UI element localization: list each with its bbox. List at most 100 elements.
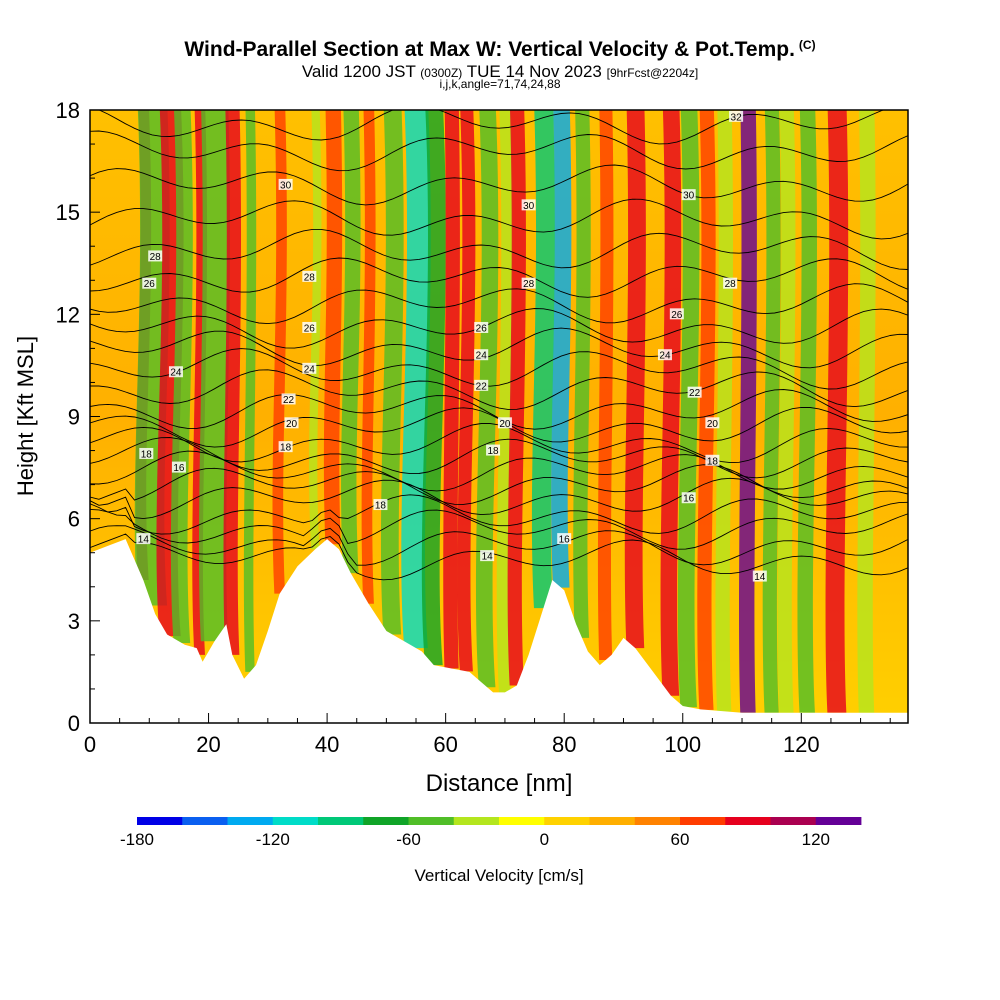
contour-label-bg <box>705 454 720 466</box>
colorbar-swatch <box>272 817 319 825</box>
contour-label: 14 <box>136 533 151 546</box>
contour-label: 26 <box>142 277 157 290</box>
y-tick-label: 3 <box>68 609 80 634</box>
section-info: i,j,k,angle=71,74,24,88 <box>439 77 561 91</box>
contour-label-bg <box>723 277 738 289</box>
contour-label-text: 28 <box>150 252 162 263</box>
contour-label-bg <box>521 199 536 211</box>
contour-label: 18 <box>373 499 388 512</box>
contour-label-text: 22 <box>283 395 295 406</box>
contour-label-bg <box>474 379 489 391</box>
contour-label-bg <box>281 393 296 405</box>
colorbar-swatch <box>634 817 681 825</box>
contour-label-bg <box>480 550 495 562</box>
colorbar-swatch <box>227 817 274 825</box>
x-tick-label: 40 <box>315 732 339 757</box>
velocity-streak <box>198 110 230 642</box>
contour-label: 16 <box>557 533 572 546</box>
contour-label-bg <box>752 570 767 582</box>
contour-label-text: 26 <box>476 323 488 334</box>
colorbar-label: Vertical Velocity [cm/s] <box>414 866 583 885</box>
contour-label: 14 <box>752 570 767 583</box>
contour-label-text: 28 <box>304 272 316 283</box>
velocity-streak <box>762 110 781 713</box>
velocity-streak <box>272 110 287 594</box>
contour-label: 30 <box>681 189 696 202</box>
colorbar-tick-label: -120 <box>256 830 290 849</box>
contour-label-bg <box>474 321 489 333</box>
contour-label-bg <box>705 417 720 429</box>
contour-label: 18 <box>139 447 154 460</box>
contour-label: 16 <box>171 461 186 474</box>
colorbar-tick-label: -60 <box>396 830 421 849</box>
x-tick-label: 80 <box>552 732 576 757</box>
contour-label-bg <box>497 417 512 429</box>
contour-label-text: 22 <box>476 381 488 392</box>
colorbar-tick-label: 120 <box>802 830 830 849</box>
contour-label: 18 <box>705 454 720 467</box>
contour-label-bg <box>278 178 293 190</box>
contour-label-bg <box>486 444 501 456</box>
chart-title: Wind-Parallel Section at Max W: Vertical… <box>0 38 1000 62</box>
valid-prefix: Valid 1200 JST <box>301 62 416 81</box>
velocity-streak <box>531 110 555 609</box>
contour-label-bg <box>171 461 186 473</box>
theta-contour <box>90 257 908 298</box>
contour-label: 28 <box>148 250 163 263</box>
velocity-streak <box>507 110 526 686</box>
contour-label-text: 18 <box>707 456 719 467</box>
y-tick-label: 12 <box>56 302 80 327</box>
contour-label-text: 14 <box>482 552 494 563</box>
colorbar-swatch <box>680 817 726 825</box>
velocity-streak <box>551 110 572 588</box>
contour-label: 24 <box>474 349 489 362</box>
contour-label: 26 <box>669 308 684 321</box>
colorbar-tick-label: 60 <box>671 830 690 849</box>
velocity-streak <box>443 110 460 669</box>
theta-contour <box>90 533 908 581</box>
theta-contour <box>90 437 908 479</box>
x-tick-label: 20 <box>196 732 220 757</box>
theta-contour <box>90 130 908 172</box>
contour-label: 30 <box>521 199 536 212</box>
colorbar-swatch <box>815 817 862 825</box>
contour-label-text: 30 <box>683 191 695 202</box>
contour-label-bg <box>521 277 536 289</box>
x-axis-label: Distance [nm] <box>426 770 573 797</box>
velocity-streak <box>361 110 376 604</box>
y-tick-label: 9 <box>68 405 80 430</box>
theta-contour <box>90 327 908 369</box>
contour-label: 20 <box>284 417 299 430</box>
y-tick-label: 6 <box>68 507 80 532</box>
contour-label: 16 <box>681 492 696 505</box>
contour-label-bg <box>148 250 163 262</box>
colorbar-swatch <box>725 817 771 825</box>
velocity-streak <box>857 110 876 713</box>
velocity-streak <box>223 110 242 655</box>
velocity-streak <box>475 110 499 688</box>
contour-label: 22 <box>474 379 489 392</box>
contour-label-bg <box>373 499 388 511</box>
theta-contour <box>90 348 908 390</box>
y-tick-label: 15 <box>56 200 80 225</box>
theta-contour <box>90 164 908 206</box>
contour-label-bg <box>681 189 696 201</box>
colorbar-swatch <box>770 817 817 825</box>
contour-label-text: 18 <box>280 443 292 454</box>
velocity-field: 14 18 16 24 26 28 30 28 26 24 22 20 18 18 14 26 24 22 20 18… <box>90 110 908 723</box>
contour-label-bg <box>139 447 154 459</box>
contour-label-text: 24 <box>476 351 488 362</box>
colorbar-tick-label: -180 <box>120 830 154 849</box>
valid-date: TUE 14 Nov 2023 <box>466 62 602 81</box>
velocity-streak <box>797 110 817 713</box>
contour-label: 20 <box>497 417 512 430</box>
colorbar-swatch <box>318 817 364 825</box>
contour-label-bg <box>302 270 317 282</box>
y-axis-label: Height [Kft MSL] <box>13 336 38 496</box>
velocity-streak <box>421 110 446 666</box>
velocity-streak <box>777 110 796 713</box>
contour-label-text: 16 <box>683 494 695 505</box>
contour-label-text: 22 <box>689 388 701 399</box>
contour-label-text: 24 <box>659 351 671 362</box>
